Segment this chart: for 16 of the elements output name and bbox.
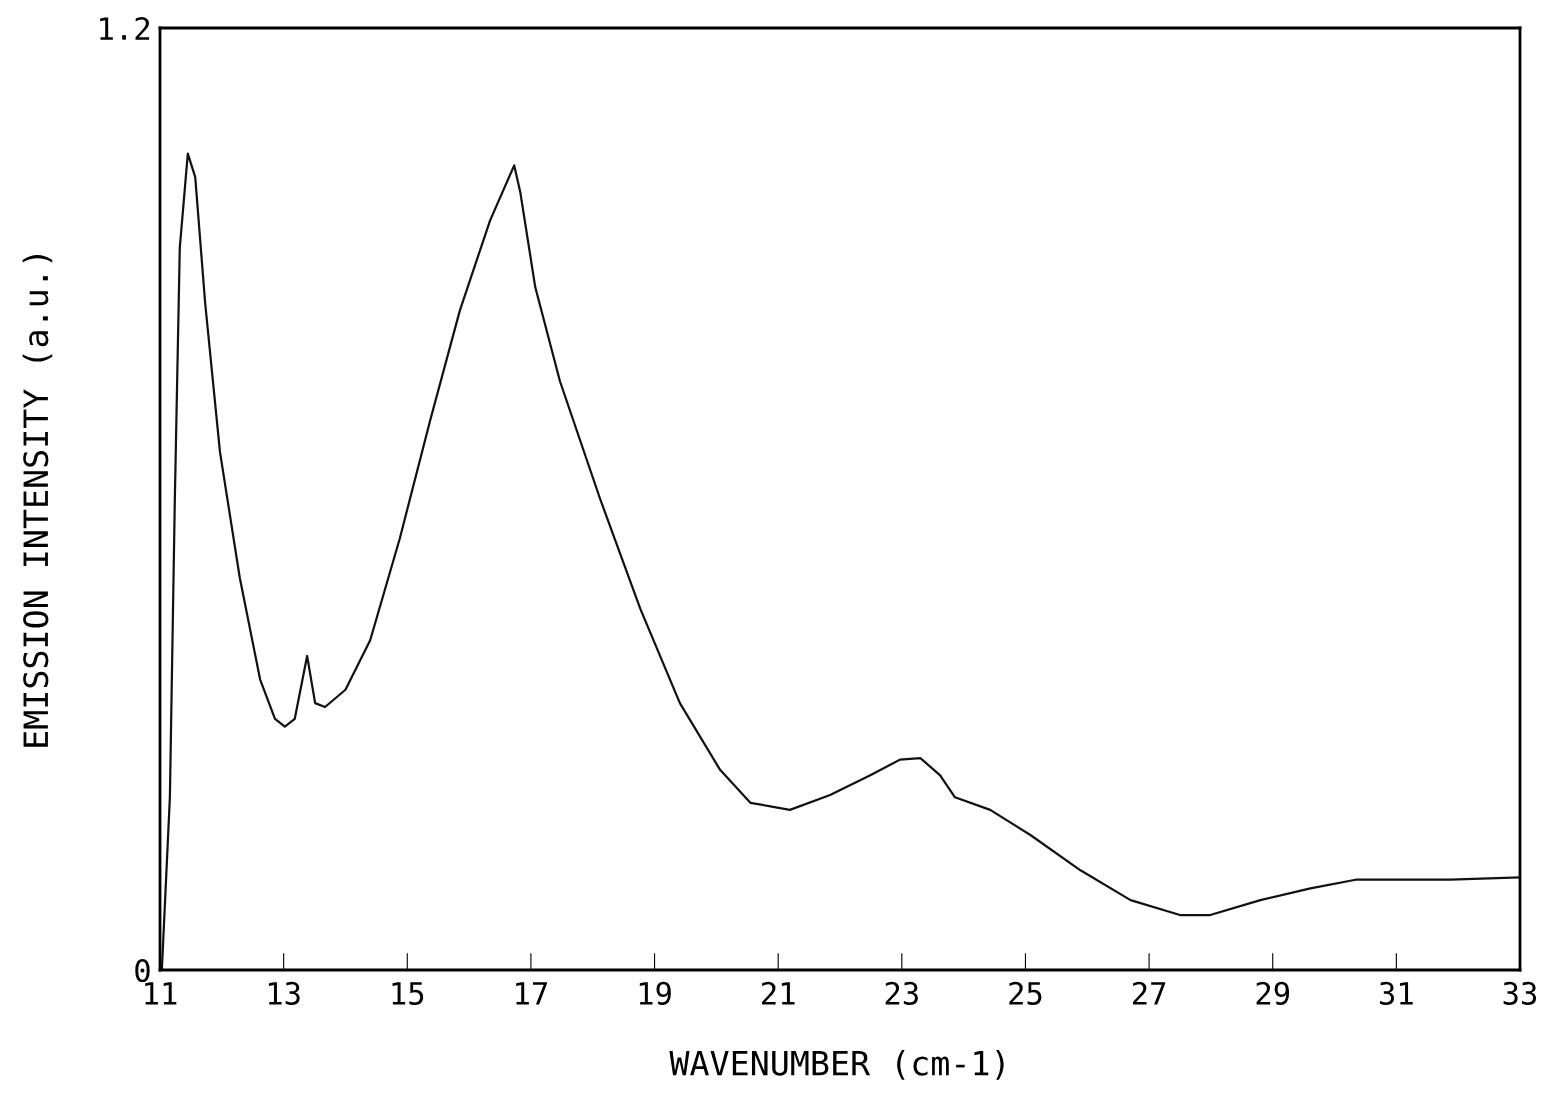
x-tick-label: 11 [145, 982, 177, 1005]
x-tick-label: 25 [1009, 981, 1042, 1005]
y-tick-label: 0 [135, 959, 150, 983]
x-tick-label: 19 [639, 981, 671, 1005]
x-tick-label: 33 [1503, 981, 1537, 1005]
x-tick-label: 23 [885, 981, 918, 1005]
y-tick-label: 1.2 [100, 17, 150, 40]
x-tick-label: 17 [516, 982, 548, 1005]
x-tick-label: 13 [268, 981, 300, 1005]
x-axis-title: WAVENUMBER (cm-1) [669, 1049, 1004, 1080]
x-tick-label: 27 [1132, 981, 1166, 1005]
x-tick-label: 29 [1256, 981, 1290, 1005]
x-tick-label: 21 [762, 981, 795, 1005]
y-axis-title: EMISSION INTENSITY (a.u.) [22, 255, 53, 747]
x-tick-label: 15 [392, 982, 424, 1005]
x-tick-label: 31 [1380, 981, 1413, 1005]
